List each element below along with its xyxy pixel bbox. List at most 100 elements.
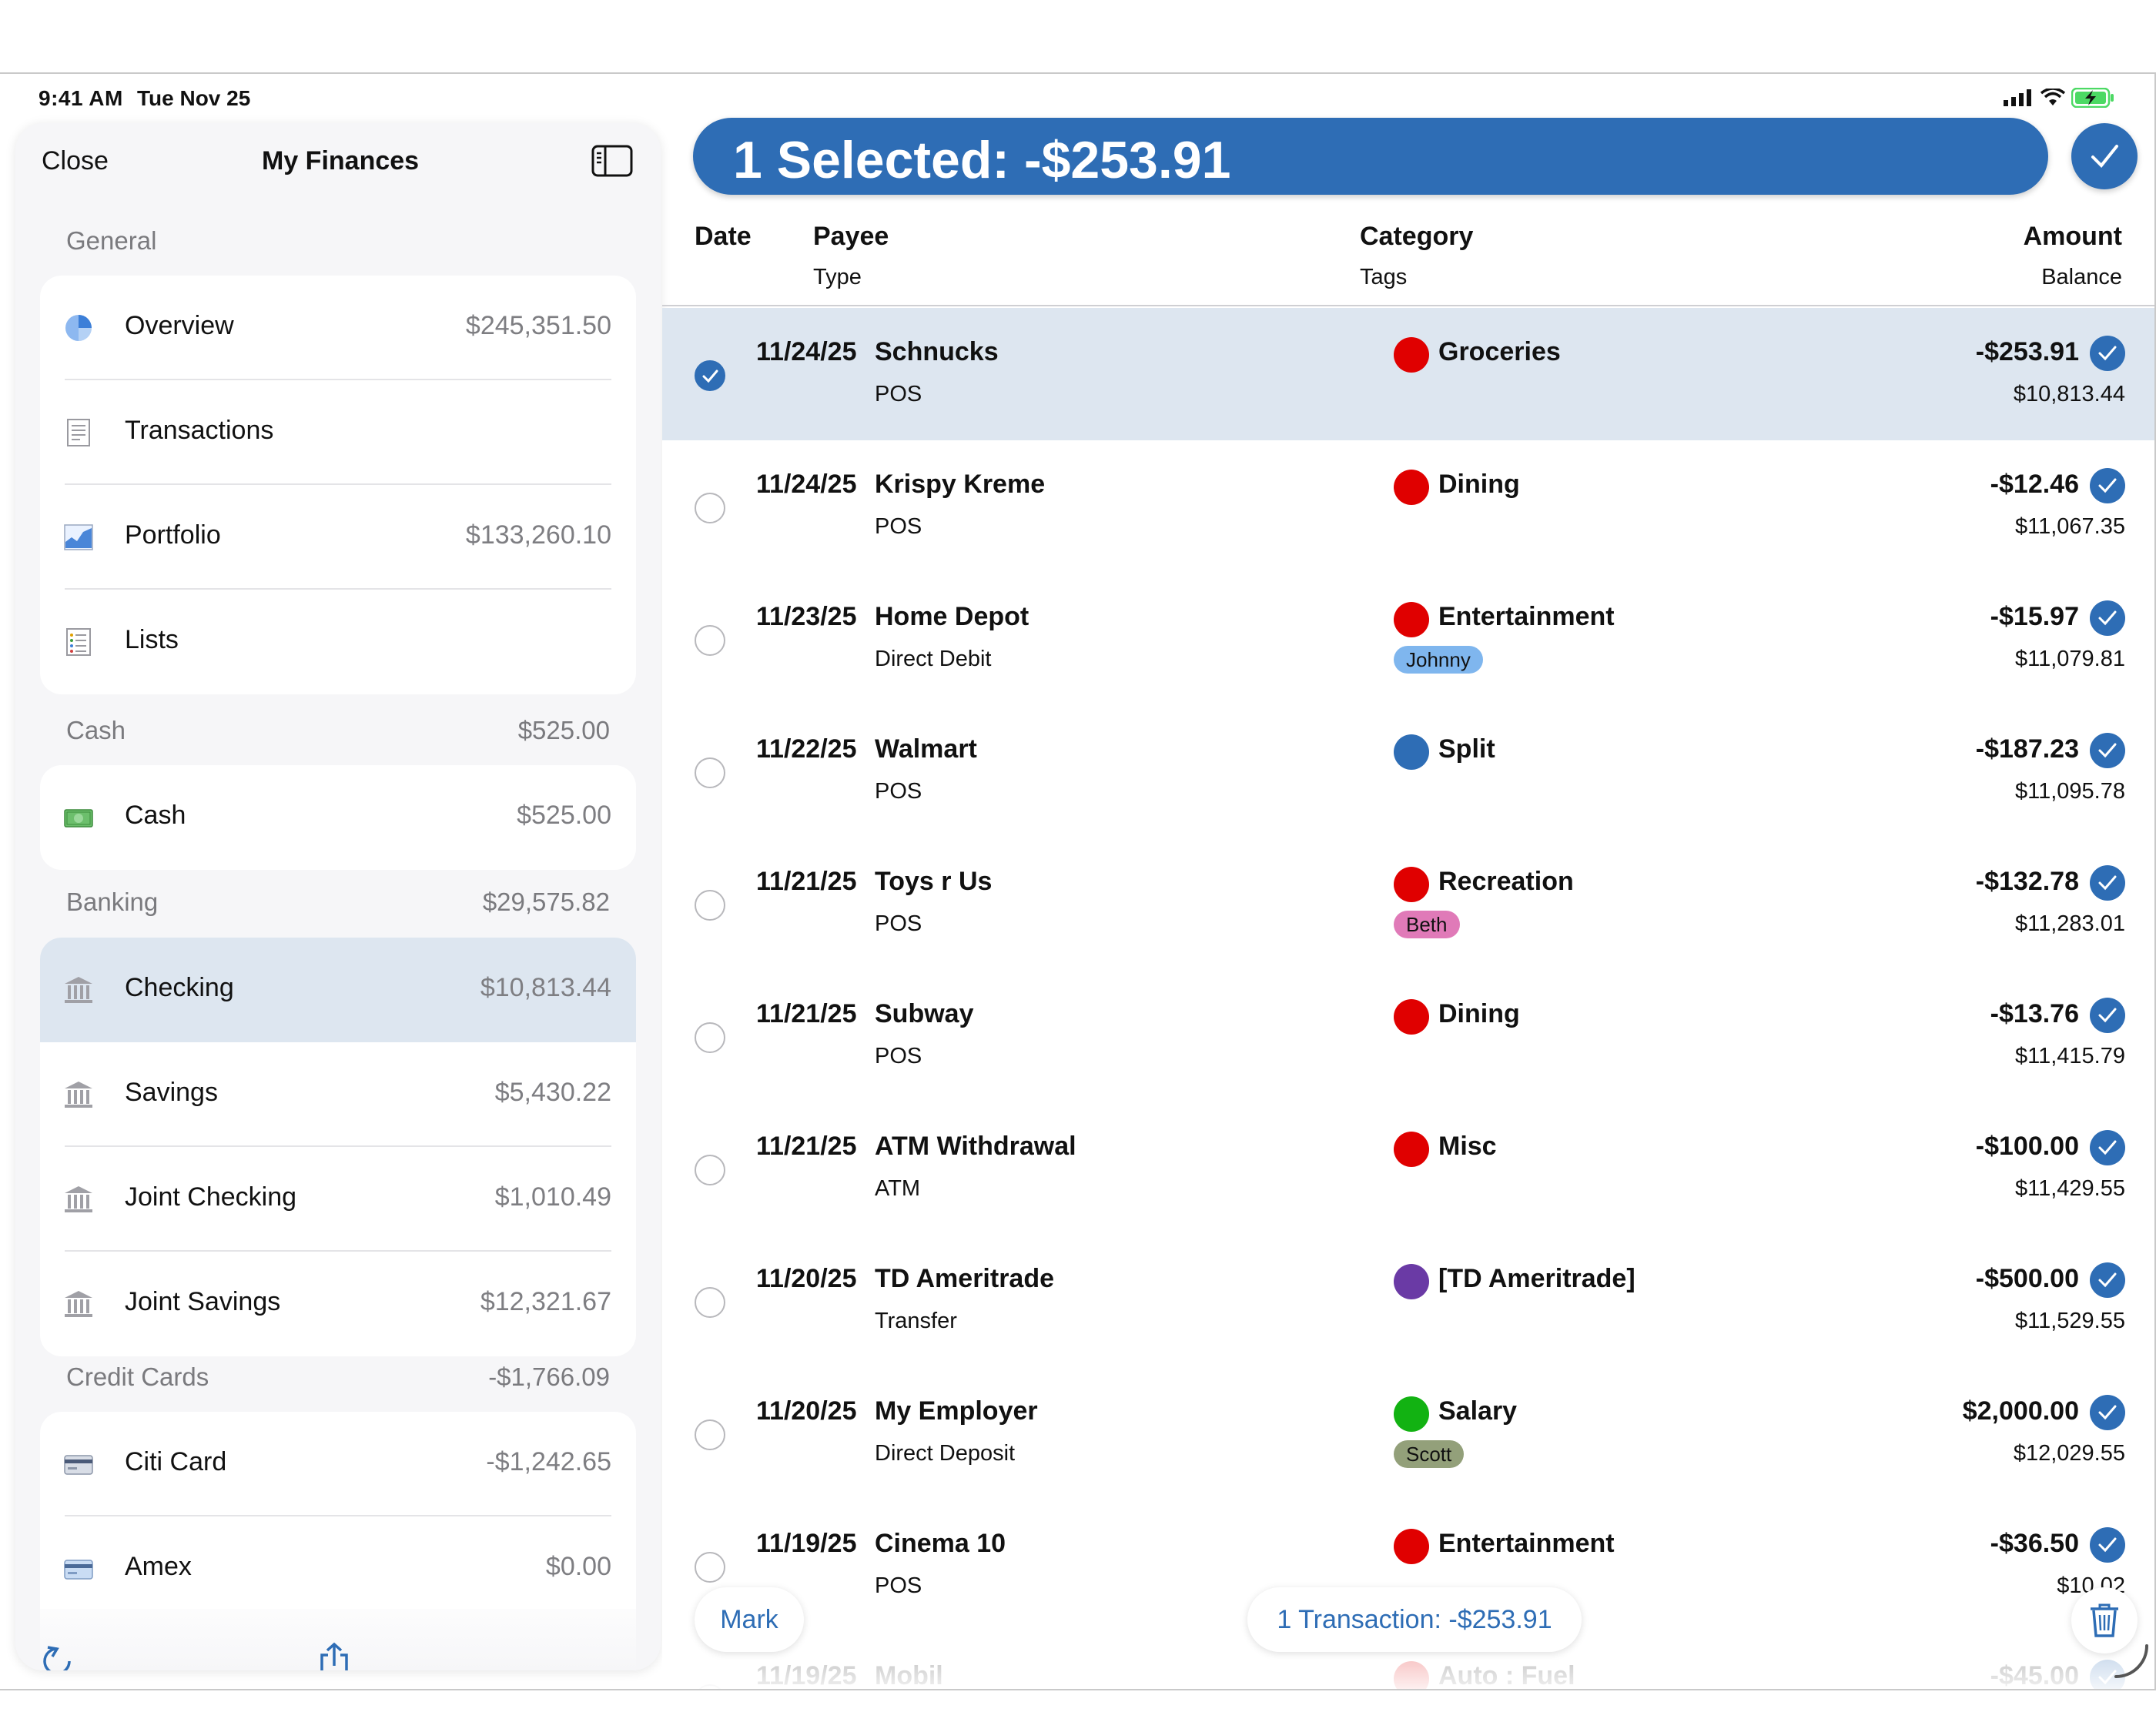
sidebar-item-joint-checking[interactable]: Joint Checking $1,010.49 bbox=[40, 1147, 636, 1252]
sidebar-title: My Finances bbox=[262, 146, 420, 176]
select-radio[interactable] bbox=[695, 1552, 725, 1583]
transaction-payee: Cinema 10 bbox=[875, 1529, 1006, 1558]
bank-icon bbox=[65, 1082, 92, 1108]
sidebar-item-joint-savings[interactable]: Joint Savings $12,321.67 bbox=[40, 1252, 636, 1356]
select-radio[interactable] bbox=[695, 360, 725, 391]
transaction-amount: -$253.91 bbox=[1975, 337, 2079, 366]
cleared-check-icon[interactable] bbox=[2090, 1527, 2125, 1563]
sidebar-item-label: Amex bbox=[125, 1552, 192, 1581]
resize-handle-icon[interactable] bbox=[2110, 1644, 2148, 1683]
section-total-cash: $525.00 bbox=[517, 716, 610, 744]
column-type[interactable]: Type bbox=[813, 265, 862, 289]
cleared-check-icon[interactable] bbox=[2090, 468, 2125, 503]
wifi-icon bbox=[2040, 89, 2065, 105]
transaction-row[interactable]: 11/24/25 Krispy Kreme POS Dining -$12.46 $11,… bbox=[662, 440, 2154, 574]
category-color-dot bbox=[1394, 1264, 1429, 1299]
transaction-amount: -$12.46 bbox=[1990, 470, 2079, 499]
sidebar-item-lists[interactable]: Lists bbox=[40, 590, 636, 694]
close-button[interactable]: Close bbox=[42, 146, 109, 176]
banknote-icon bbox=[64, 809, 93, 828]
sidebar-item-label: Checking bbox=[125, 973, 234, 1002]
sidebar-item-amount: $1,010.49 bbox=[494, 1182, 611, 1212]
sidebar-item-portfolio[interactable]: Portfolio $133,260.10 bbox=[40, 485, 636, 590]
select-radio[interactable] bbox=[695, 1022, 725, 1053]
cleared-check-icon[interactable] bbox=[2090, 1395, 2125, 1430]
sidebar-item-transactions[interactable]: Transactions bbox=[40, 380, 636, 485]
cleared-check-icon[interactable] bbox=[2090, 733, 2125, 768]
transaction-payee: ATM Withdrawal bbox=[875, 1132, 1076, 1161]
checkmark-icon bbox=[702, 369, 718, 383]
transaction-date: 11/23/25 bbox=[756, 602, 857, 631]
sidebar-item-label: Joint Checking bbox=[125, 1182, 297, 1212]
transaction-row[interactable]: 11/21/25 ATM Withdrawal ATM Misc -$100.00 $11… bbox=[662, 1102, 2154, 1236]
category-color-dot bbox=[1394, 470, 1429, 505]
column-amount[interactable]: Amount bbox=[2023, 222, 2122, 251]
delete-button[interactable] bbox=[2071, 1587, 2138, 1653]
cleared-check-icon[interactable] bbox=[2090, 600, 2125, 636]
credit-card-icon bbox=[64, 1560, 93, 1580]
column-tags[interactable]: Tags bbox=[1360, 265, 1408, 289]
category-color-dot bbox=[1394, 734, 1429, 770]
transaction-payee: Schnucks bbox=[875, 337, 999, 366]
selection-banner: 1 Selected: -$253.91 bbox=[693, 118, 2048, 195]
cleared-check-icon[interactable] bbox=[2090, 998, 2125, 1033]
transaction-date: 11/21/25 bbox=[756, 1132, 857, 1161]
group-banking: Checking $10,813.44 Savings $5,430.22 bbox=[40, 938, 636, 1356]
transaction-date: 11/24/25 bbox=[756, 470, 857, 499]
sidebar-item-amount: -$1,242.65 bbox=[486, 1447, 611, 1476]
transaction-type: POS bbox=[875, 1044, 922, 1068]
select-radio[interactable] bbox=[695, 757, 725, 788]
select-radio[interactable] bbox=[695, 1419, 725, 1450]
select-radio[interactable] bbox=[695, 1287, 725, 1318]
bank-icon bbox=[65, 1186, 92, 1212]
category-color-dot bbox=[1394, 337, 1429, 373]
column-payee[interactable]: Payee bbox=[813, 222, 889, 251]
cleared-check-icon[interactable] bbox=[2090, 865, 2125, 901]
transaction-balance: $11,079.81 bbox=[2015, 647, 2125, 671]
sidebar-item-cash[interactable]: Cash $525.00 bbox=[40, 765, 636, 870]
sidebar-item-overview[interactable]: Overview $245,351.50 bbox=[40, 276, 636, 380]
share-icon[interactable] bbox=[317, 1641, 351, 1670]
transaction-row[interactable]: 11/24/25 Schnucks POS Groceries -$253.91 $10,… bbox=[662, 308, 2154, 442]
transaction-row[interactable]: 11/21/25 Toys r Us POS Recreation Beth -$132.… bbox=[662, 838, 2154, 971]
column-balance[interactable]: Balance bbox=[2041, 265, 2122, 289]
transaction-balance: $11,529.55 bbox=[2015, 1309, 2125, 1333]
transaction-balance: $11,067.35 bbox=[2015, 514, 2125, 539]
mark-button[interactable]: Mark bbox=[695, 1587, 804, 1652]
selection-total-button[interactable]: 1 Transaction: -$253.91 bbox=[1247, 1587, 1582, 1652]
column-category[interactable]: Category bbox=[1360, 222, 1474, 251]
select-radio[interactable] bbox=[695, 493, 725, 523]
transaction-date: 11/21/25 bbox=[756, 867, 857, 896]
divider bbox=[65, 588, 611, 590]
sidebar-item-citi-card[interactable]: Citi Card -$1,242.65 bbox=[40, 1412, 636, 1516]
group-cash: Cash $525.00 bbox=[40, 765, 636, 870]
category-color-dot bbox=[1394, 1132, 1429, 1167]
sidebar-item-label: Cash bbox=[125, 801, 186, 830]
transaction-row[interactable]: 11/23/25 Home Depot Direct Debit Entertainm… bbox=[662, 573, 2154, 707]
select-radio[interactable] bbox=[695, 625, 725, 656]
transaction-row[interactable]: 11/21/25 Subway POS Dining -$13.76 $11,415.79 bbox=[662, 970, 2154, 1104]
sidebar-item-savings[interactable]: Savings $5,430.22 bbox=[40, 1042, 636, 1147]
section-total-credit-cards: -$1,766.09 bbox=[488, 1363, 610, 1391]
transaction-row[interactable]: 11/22/25 Walmart POS Split -$187.23 $11,095.7… bbox=[662, 705, 2154, 839]
divider bbox=[65, 1515, 611, 1516]
done-button[interactable] bbox=[2071, 123, 2138, 189]
transaction-row[interactable]: 11/20/25 My Employer Direct Deposit Salary S… bbox=[662, 1367, 2154, 1501]
cleared-check-icon[interactable] bbox=[2090, 1262, 2125, 1298]
cleared-check-icon[interactable] bbox=[2090, 336, 2125, 371]
checkmark-icon bbox=[2091, 145, 2118, 168]
transaction-payee: Subway bbox=[875, 999, 974, 1028]
divider bbox=[65, 483, 611, 485]
transaction-row[interactable]: 11/20/25 TD Ameritrade Transfer [TD Ameritr… bbox=[662, 1235, 2154, 1369]
select-radio[interactable] bbox=[695, 890, 725, 921]
column-date[interactable]: Date bbox=[695, 222, 752, 251]
sidebar-item-amex[interactable]: Amex $0.00 bbox=[40, 1516, 636, 1621]
select-radio[interactable] bbox=[695, 1155, 725, 1185]
transaction-category: Groceries bbox=[1438, 337, 1561, 366]
cleared-check-icon[interactable] bbox=[2090, 1130, 2125, 1165]
sidebar-item-checking[interactable]: Checking $10,813.44 bbox=[40, 938, 636, 1042]
category-color-dot bbox=[1394, 867, 1429, 902]
refresh-icon[interactable] bbox=[40, 1644, 74, 1670]
transaction-category: Recreation bbox=[1438, 867, 1574, 896]
sidebar-toggle-icon[interactable] bbox=[591, 145, 633, 181]
